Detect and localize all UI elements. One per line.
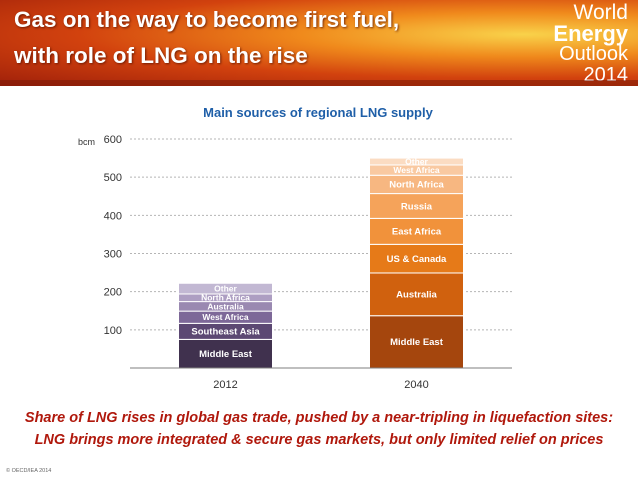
- y-axis-unit-label: bcm: [78, 137, 95, 147]
- bar-segment: [369, 243, 464, 274]
- stack-2040: Middle East Australia US & Canada East Afri…: [369, 156, 464, 369]
- segment-label: Russia: [401, 201, 433, 212]
- bar-segment: [369, 217, 464, 245]
- bar-segment: [178, 282, 273, 295]
- segment-label: Middle East: [199, 349, 253, 360]
- segment-label: North Africa: [389, 180, 444, 191]
- bar-segment: [369, 315, 464, 369]
- caption-line-2: LNG brings more integrated & secure gas …: [34, 432, 604, 448]
- copyright-notice: © OECD/IEA 2014: [6, 468, 52, 474]
- y-tick-label: 400: [104, 210, 122, 222]
- y-axis-ticks: 100 200 300 400 500 600: [104, 134, 122, 337]
- lng-supply-chart: Main sources of regional LNG supply bcm …: [78, 105, 512, 391]
- segment-label: Other: [405, 156, 428, 166]
- x-tick-label: 2012: [213, 379, 237, 391]
- caption-line-1: Share of LNG rises in global gas trade, …: [24, 410, 614, 426]
- y-tick-label: 100: [104, 325, 122, 337]
- weo-logo-line-1: World: [573, 1, 628, 24]
- x-axis-ticks: 2012 2040: [213, 379, 428, 391]
- segment-label: West Africa: [202, 312, 249, 322]
- segment-label: East Africa: [392, 227, 442, 238]
- weo-logo-line-2: Energy: [553, 21, 628, 46]
- weo-logo-line-3: Outlook: [559, 43, 628, 65]
- segment-label: West Africa: [393, 165, 440, 175]
- slide-title-line-2: with role of LNG on the rise: [14, 43, 308, 68]
- y-tick-label: 300: [104, 249, 122, 261]
- segment-label: Southeast Asia: [191, 327, 260, 338]
- bar-segment: [369, 272, 464, 317]
- segment-label: US & Canada: [387, 254, 447, 265]
- segment-label: Australia: [207, 301, 244, 311]
- y-tick-label: 200: [104, 287, 122, 299]
- segment-label: Other: [214, 284, 237, 294]
- segment-label: Middle East: [390, 337, 444, 348]
- slide-header: Gas on the way to become first fuel, wit…: [0, 0, 638, 86]
- chart-title: Main sources of regional LNG supply: [203, 105, 433, 120]
- weo-logo: World Energy Outlook 2014: [553, 2, 628, 86]
- x-tick-label: 2040: [404, 379, 428, 391]
- segment-label: North Africa: [201, 293, 250, 303]
- stack-2012: Middle East Southeast Asia West AfricaAust…: [178, 282, 273, 369]
- bar-segment: [369, 193, 464, 219]
- slide-title-line-1: Gas on the way to become first fuel,: [14, 7, 400, 32]
- y-tick-label: 500: [104, 172, 122, 184]
- y-tick-label: 600: [104, 134, 122, 146]
- bar-segment: [369, 157, 464, 166]
- segment-label: Australia: [396, 290, 437, 301]
